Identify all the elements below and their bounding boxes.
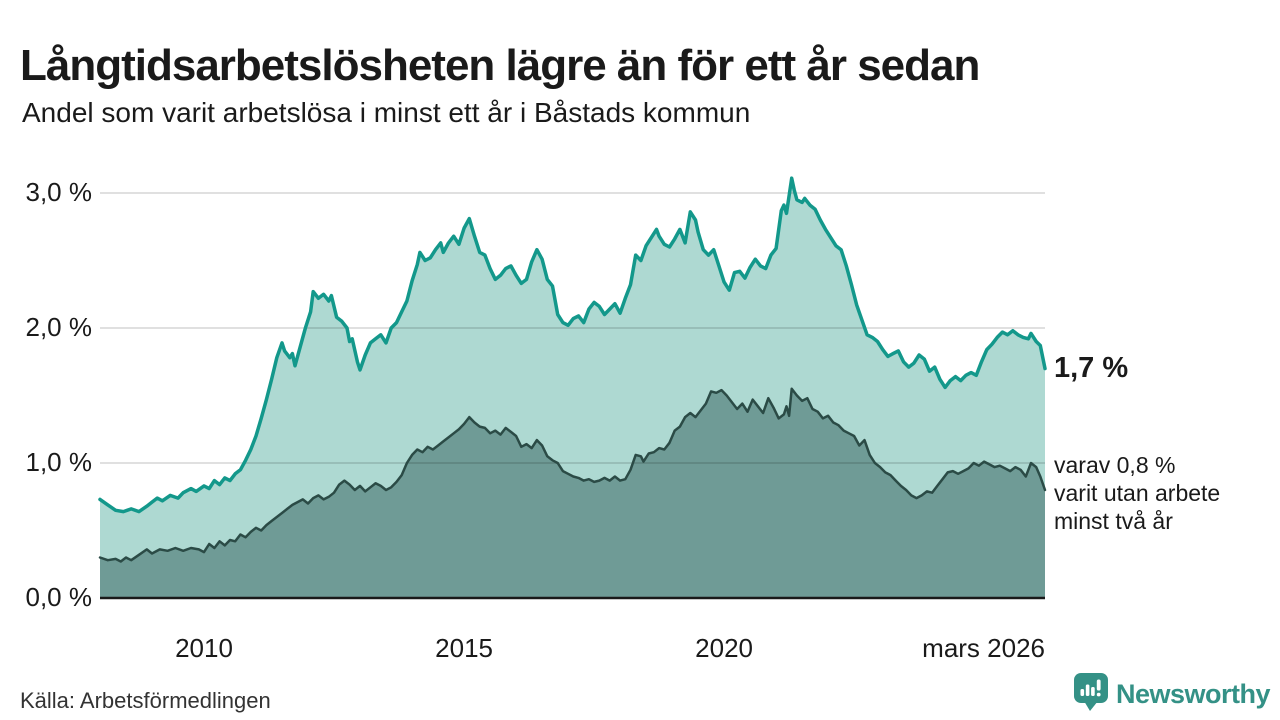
annotation-subset: varav 0,8 % varit utan arbete minst två … xyxy=(1054,451,1220,535)
svg-text:2020: 2020 xyxy=(695,633,753,663)
svg-text:3,0 %: 3,0 % xyxy=(26,177,93,207)
newsworthy-logo: Newsworthy xyxy=(1073,673,1271,716)
source-note: Källa: Arbetsförmedlingen xyxy=(20,688,271,713)
svg-text:2,0 %: 2,0 % xyxy=(26,312,93,342)
svg-text:mars 2026: mars 2026 xyxy=(922,633,1045,663)
annotation-subset-line3: minst två år xyxy=(1054,508,1173,534)
svg-text:2010: 2010 xyxy=(175,633,233,663)
newsworthy-logo-text: Newsworthy xyxy=(1115,679,1271,709)
chart-subtitle: Andel som varit arbetslösa i minst ett å… xyxy=(22,97,751,128)
svg-text:2015: 2015 xyxy=(435,633,493,663)
annotation-subset-line1: varav 0,8 % xyxy=(1054,452,1176,478)
page-title: Långtidsarbetslösheten lägre än för ett … xyxy=(20,41,980,91)
annotation-latest-total: 1,7 % xyxy=(1054,352,1129,384)
newsworthy-bubble-chart-icon xyxy=(1073,673,1108,716)
svg-text:0,0 %: 0,0 % xyxy=(26,582,93,612)
svg-text:1,0 %: 1,0 % xyxy=(26,447,93,477)
annotation-subset-line2: varit utan arbete xyxy=(1054,480,1221,506)
